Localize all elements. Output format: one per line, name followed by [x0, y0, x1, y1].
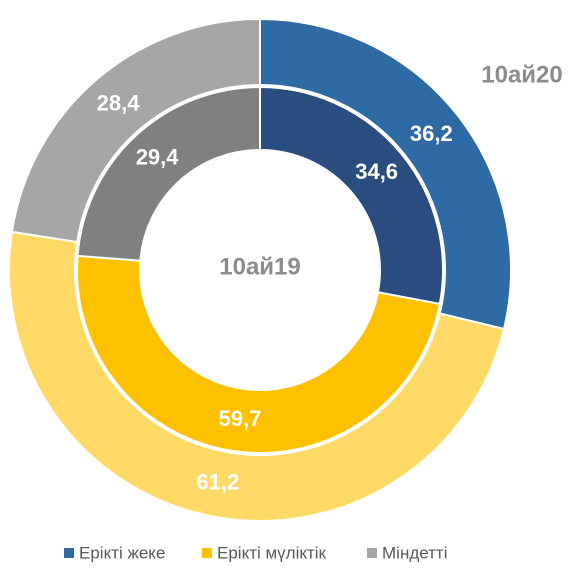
legend-label: Міндетті	[382, 543, 448, 562]
data-label: 36,2	[410, 121, 453, 146]
data-label: 29,4	[136, 145, 180, 170]
donut-segment	[76, 85, 261, 262]
ring-name: 10ай19	[219, 253, 301, 280]
data-label: 59,7	[219, 406, 262, 431]
data-label: 34,6	[355, 159, 398, 184]
donut-segment	[10, 17, 261, 244]
legend-label: Ерікті жеке	[79, 543, 165, 562]
donut-segment	[8, 230, 506, 522]
data-label: 61,2	[196, 470, 239, 495]
ring-name: 10ай20	[481, 61, 563, 88]
legend-swatch	[64, 548, 74, 558]
donut-segment	[76, 254, 441, 454]
legend-label: Ерікті мүліктік	[217, 543, 327, 562]
donut-segment	[259, 85, 444, 306]
legend-swatch	[367, 548, 377, 558]
data-label: 28,4	[97, 90, 141, 115]
legend-swatch	[202, 548, 212, 558]
donut-segment	[259, 17, 512, 331]
